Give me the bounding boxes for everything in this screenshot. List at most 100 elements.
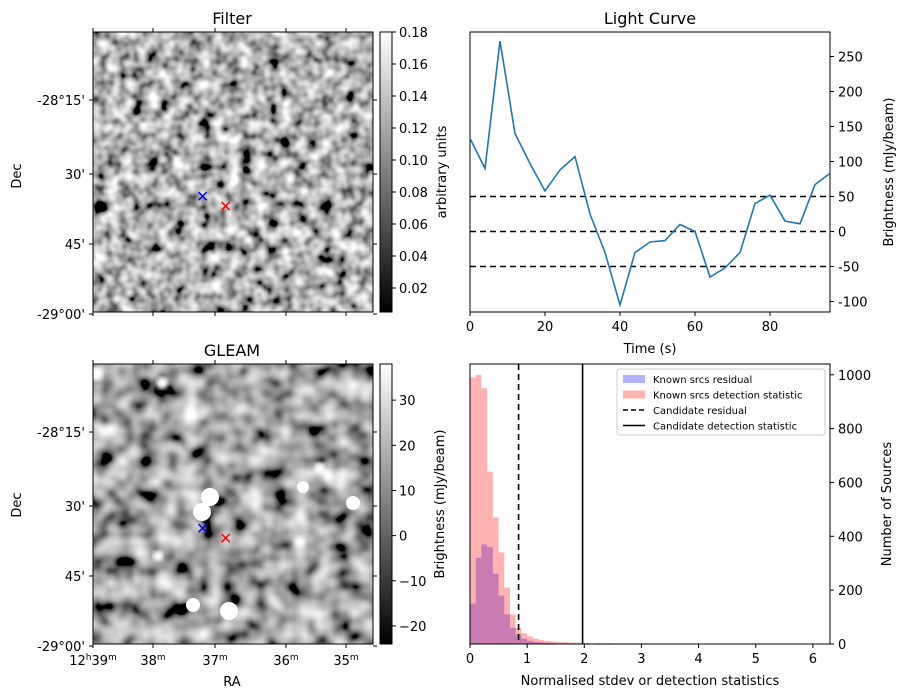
red-cross: [221, 201, 231, 211]
colorbar-tick-label: 0.18: [399, 26, 428, 41]
filter-markers: [198, 191, 231, 211]
histogram-bar: [481, 388, 488, 644]
filter-ylabel: Dec: [10, 163, 25, 188]
y-tick-label: 45': [65, 238, 85, 253]
histogram-bar: [504, 587, 510, 644]
y-tick-label: 400: [838, 530, 863, 545]
y-tick-label: 45': [65, 570, 85, 585]
filter-colorbar-label: arbitrary units: [435, 125, 450, 218]
gleam-y-ticks: -28°15' 30' 45' -29°00': [37, 426, 377, 655]
x-tick-label: 1: [523, 652, 531, 667]
y-tick-label: -28°15': [37, 94, 85, 109]
x-tick-label: 0: [466, 320, 474, 335]
red-cross: [221, 533, 231, 543]
histogram-bar: [487, 547, 493, 644]
histogram-ylabel: Number of Sources: [880, 442, 895, 567]
histogram-xlabel: Normalised stdev or detection statistics: [521, 674, 780, 689]
y-tick-label: 200: [838, 86, 863, 101]
gleam-image: [93, 364, 373, 644]
histogram-series: [470, 374, 813, 644]
filter-x-ticks: [92, 28, 347, 316]
y-tick-label: 30': [65, 500, 85, 515]
histogram-bar: [532, 641, 539, 644]
colorbar-tick-label: −10: [399, 575, 426, 590]
x-tick-main: 35: [333, 654, 350, 669]
y-tick-label: 200: [838, 584, 863, 599]
x-tick-minute-unit: m: [157, 653, 166, 663]
filter-image: [93, 32, 373, 312]
x-tick-minute-unit: m: [108, 653, 117, 663]
histogram-bar: [504, 614, 510, 644]
lightcurve-ylabel: Brightness (mJy/beam): [882, 98, 897, 247]
lightcurve-xlabel: Time (s): [623, 342, 677, 357]
histogram-bar: [527, 636, 533, 644]
y-tick-label: 800: [838, 423, 863, 438]
x-tick-hour-unit: h: [86, 653, 92, 663]
histogram-bar: [521, 638, 528, 644]
gleam-colorbar-ticks: −20 −10 0 10 20 30: [392, 394, 426, 635]
x-tick-label: 4: [694, 652, 702, 667]
histogram-bar: [532, 638, 539, 644]
x-tick-main: 38: [140, 654, 157, 669]
colorbar-tick-label: 0.02: [399, 282, 428, 297]
gleam-source: [156, 377, 168, 389]
blue-cross-stroke: [198, 191, 208, 201]
histogram-bars: [470, 374, 813, 644]
colorbar-tick-label: 0.10: [399, 154, 428, 169]
y-tick-label: 50: [838, 191, 855, 206]
histogram-bar: [481, 544, 488, 644]
filter-image-frame: [92, 31, 374, 313]
histogram-bar: [561, 642, 568, 644]
histogram-bar: [475, 374, 482, 644]
colorbar-tick-label: 0.08: [399, 186, 428, 201]
x-tick-main: 37: [202, 654, 219, 669]
colorbar-tick-label: 20: [399, 439, 416, 454]
gleam-source: [201, 488, 219, 506]
histogram-bar: [555, 641, 562, 644]
x-tick-label: 6: [809, 652, 817, 667]
histogram-candidate-lines: [517, 364, 584, 644]
x-tick-label: 5: [752, 652, 760, 667]
gleam-title: GLEAM: [204, 341, 260, 360]
histogram-x-ticks: 0 1 2 3 4 5 6: [466, 644, 817, 667]
blue-cross: [198, 523, 208, 533]
gleam-source: [315, 463, 325, 473]
colorbar-tick-label: 10: [399, 484, 416, 499]
lightcurve-x-ticks: 0 20 40 60 80: [466, 312, 778, 335]
legend-label: Known srcs residual: [653, 375, 752, 386]
histogram-bar: [492, 574, 499, 644]
gleam-source: [297, 481, 309, 493]
x-tick-minute-unit: m: [219, 653, 228, 663]
gleam-ylabel: Dec: [10, 492, 25, 517]
histogram-bar: [498, 595, 505, 644]
legend-swatch: [623, 375, 645, 383]
colorbar-tick-label: 0.04: [399, 250, 428, 265]
histogram-y-ticks: 0 200 400 600 800 1000: [830, 369, 871, 653]
colorbar-tick-label: 30: [399, 394, 416, 409]
lightcurve-y-ticks: -100 -50 0 50 100 150 200 250: [830, 51, 868, 311]
legend-label: Candidate detection statistic: [653, 422, 797, 433]
colorbar-tick-label: 0.06: [399, 218, 428, 233]
legend-swatch: [623, 390, 645, 399]
red-cross-stroke: [221, 533, 231, 543]
lightcurve-axes: [469, 31, 831, 313]
histogram-bar: [470, 377, 476, 644]
histogram-axes-frame: [469, 363, 831, 645]
legend-label: Known srcs detection statistic: [653, 391, 802, 402]
y-tick-label: 0: [838, 226, 846, 241]
gleam-source: [346, 496, 360, 510]
y-tick-label: -29°00': [37, 308, 85, 323]
colorbar-tick-label: 0.16: [399, 58, 428, 73]
filter-y-ticks: -28°15' 30' 45' -29°00': [37, 94, 377, 323]
colorbar-tick-label: 0.12: [399, 122, 428, 137]
y-tick-label: -28°15': [37, 426, 85, 441]
histogram-bar: [487, 471, 493, 644]
lightcurve-title: Light Curve: [604, 9, 696, 28]
gleam-xlabel: RA: [223, 675, 241, 690]
y-tick-label: 30': [65, 168, 85, 183]
x-tick-label: 2: [580, 652, 588, 667]
y-tick-label: 150: [838, 121, 863, 136]
x-tick-main: 12: [69, 654, 86, 669]
histogram-bar: [498, 552, 505, 644]
histogram-bar: [527, 640, 533, 644]
